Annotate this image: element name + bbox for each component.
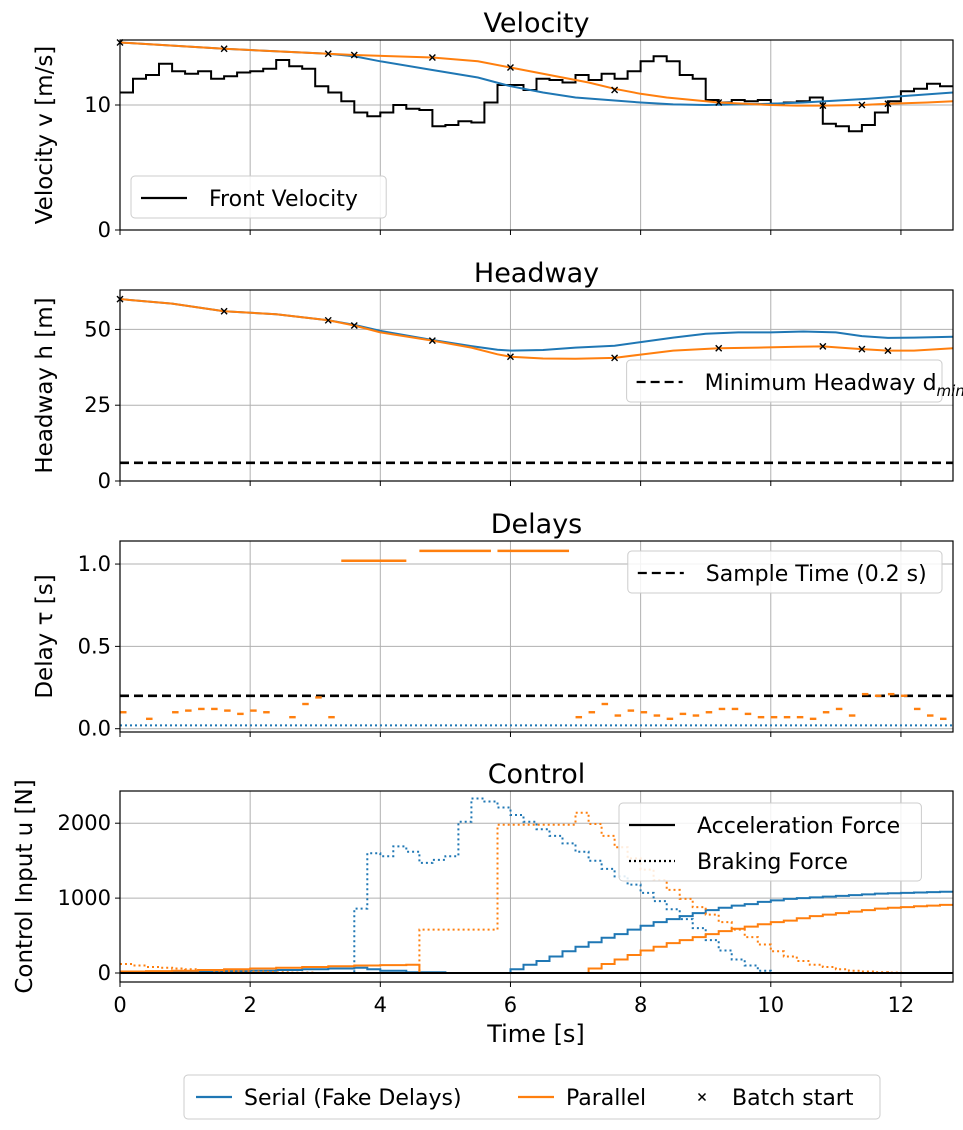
batch-start-marker <box>220 307 228 315</box>
x-tick-label: 0 <box>113 993 126 1017</box>
y-tick-label: 0 <box>98 469 111 493</box>
batch-start-marker <box>884 347 892 355</box>
panel-legend: Front Velocity <box>130 175 387 219</box>
batch-start-marker <box>715 99 723 106</box>
panel-headway: 0 25 50 Headway Headway h [m] Minimum Headway… <box>32 258 963 493</box>
legend-box <box>626 359 943 403</box>
batch-start-marker <box>819 102 827 110</box>
axes-frame <box>119 289 954 482</box>
axes-frame <box>119 790 954 983</box>
batch-start-marker <box>611 354 619 362</box>
y-tick-label: 25 <box>84 393 111 417</box>
batch-start-marker <box>324 50 332 58</box>
panels: 0 10 Velocity Velocity v [m/s] Front Velocit… <box>12 8 963 1017</box>
series-parallel-line <box>120 903 953 974</box>
legend-box <box>627 550 943 594</box>
batch-start-marker <box>884 100 892 108</box>
y-tick-label: 0 <box>98 961 111 985</box>
bottom-legend-label: Serial (Fake Delays) <box>244 1086 462 1111</box>
y-tick-label: 2000 <box>58 811 111 835</box>
batch-start-marker <box>220 45 228 53</box>
bottom-legend-label: Batch start <box>732 1086 854 1111</box>
legend-label: Minimum Headway dmin <box>705 371 963 400</box>
x-tick-label: 4 <box>374 993 387 1017</box>
panel-legend: Minimum Headway dmin <box>626 359 963 403</box>
x-axis-label: Time [s] <box>486 1020 585 1048</box>
y-axis-label: Delay τ [s] <box>32 574 58 698</box>
panel-legend: Sample Time (0.2 s) <box>627 550 943 594</box>
batch-start-marker <box>428 337 436 345</box>
y-tick-label: 1000 <box>58 886 111 910</box>
y-tick-label: 0.5 <box>78 634 111 658</box>
panel-delays: 0.0 0.5 1.0 Delays Delay τ [s] Sample Time (0… <box>32 509 954 741</box>
batch-start-marker <box>611 86 619 94</box>
x-tick-label: 6 <box>504 993 517 1017</box>
series-serial-fake-delays--line <box>120 797 953 974</box>
legend-box <box>130 175 387 219</box>
batch-start-marker <box>858 101 866 109</box>
batch-start-marker <box>715 344 723 352</box>
series-serial-fake-delays--line <box>120 41 953 107</box>
axes-frame <box>119 540 954 733</box>
panel-legend: Acceleration Force Braking Force <box>618 802 922 882</box>
bottom-legend-label: Parallel <box>566 1086 646 1111</box>
panel-control: 0 2 4 6 8 10 12 0 1000 2000 Control Control Input u… <box>12 759 954 1017</box>
batch-start-marker <box>858 345 866 353</box>
series-serial-fake-delays--line <box>120 298 953 352</box>
batch-start-marker <box>350 51 358 59</box>
legend-label: Acceleration Force <box>697 814 900 839</box>
panel-title: Control <box>488 759 586 790</box>
batch-start-marker <box>506 353 514 361</box>
bottom-legend-marker <box>697 1092 707 1102</box>
batch-start-marker <box>350 321 358 329</box>
axes-frame <box>119 39 954 231</box>
y-axis-label: Velocity v [m/s] <box>32 46 58 225</box>
panel-title: Delays <box>491 509 583 540</box>
panel-title: Velocity <box>484 8 590 39</box>
series-parallel-line <box>120 41 953 107</box>
y-axis-label: Headway h [m] <box>32 297 58 473</box>
legend-box <box>618 802 922 882</box>
batch-start-marker <box>819 342 827 350</box>
y-axis-label: Control Input u [N] <box>12 779 38 993</box>
panel-velocity: 0 10 Velocity Velocity v [m/s] Front Velocit… <box>32 8 954 242</box>
y-tick-label: 0.0 <box>78 717 111 741</box>
x-tick-label: 12 <box>888 993 915 1017</box>
y-tick-label: 10 <box>84 93 111 117</box>
y-tick-label: 1.0 <box>78 552 111 576</box>
legend-label: Front Velocity <box>209 187 358 212</box>
x-tick-label: 2 <box>243 993 256 1017</box>
legend-label-subscript: min <box>937 382 963 400</box>
series-group <box>120 41 953 133</box>
batch-start-marker <box>428 54 436 61</box>
series-serial-fake-delays--line <box>120 890 953 974</box>
legend-label: Sample Time (0.2 s) <box>706 562 927 587</box>
panel-title: Headway <box>474 258 599 289</box>
y-tick-label: 50 <box>84 317 111 341</box>
legend-label: Braking Force <box>697 850 848 875</box>
batch-start-marker <box>324 316 332 324</box>
x-tick-label: 8 <box>634 993 647 1017</box>
y-tick-label: 0 <box>98 218 111 242</box>
series-group <box>120 549 953 727</box>
bottom-legend: Serial (Fake Delays) Parallel Batch start <box>183 1074 881 1120</box>
batch-start-marker <box>506 64 514 71</box>
series-front-velocity-line <box>120 55 953 133</box>
x-tick-label: 10 <box>757 993 784 1017</box>
